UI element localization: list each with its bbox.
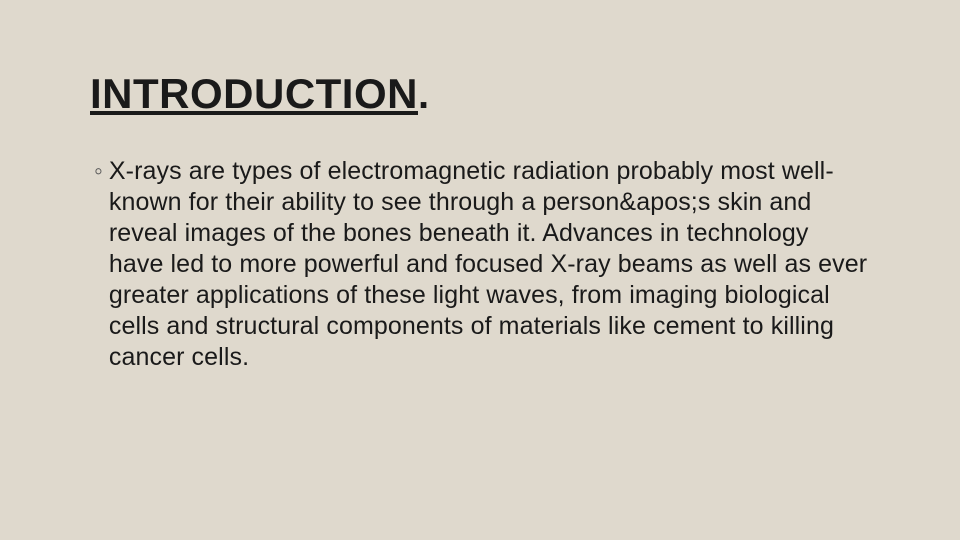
body-text: X-rays are types of electromagnetic radi… <box>109 156 870 373</box>
bullet-item: ◦ X-rays are types of electromagnetic ra… <box>94 156 870 373</box>
bullet-marker: ◦ <box>94 156 103 187</box>
title-period: . <box>418 73 430 118</box>
title-text: INTRODUCTION <box>90 70 418 117</box>
slide-container: INTRODUCTION. ◦ X-rays are types of elec… <box>0 0 960 540</box>
slide-title: INTRODUCTION. <box>90 70 870 118</box>
body-container: ◦ X-rays are types of electromagnetic ra… <box>90 156 870 373</box>
